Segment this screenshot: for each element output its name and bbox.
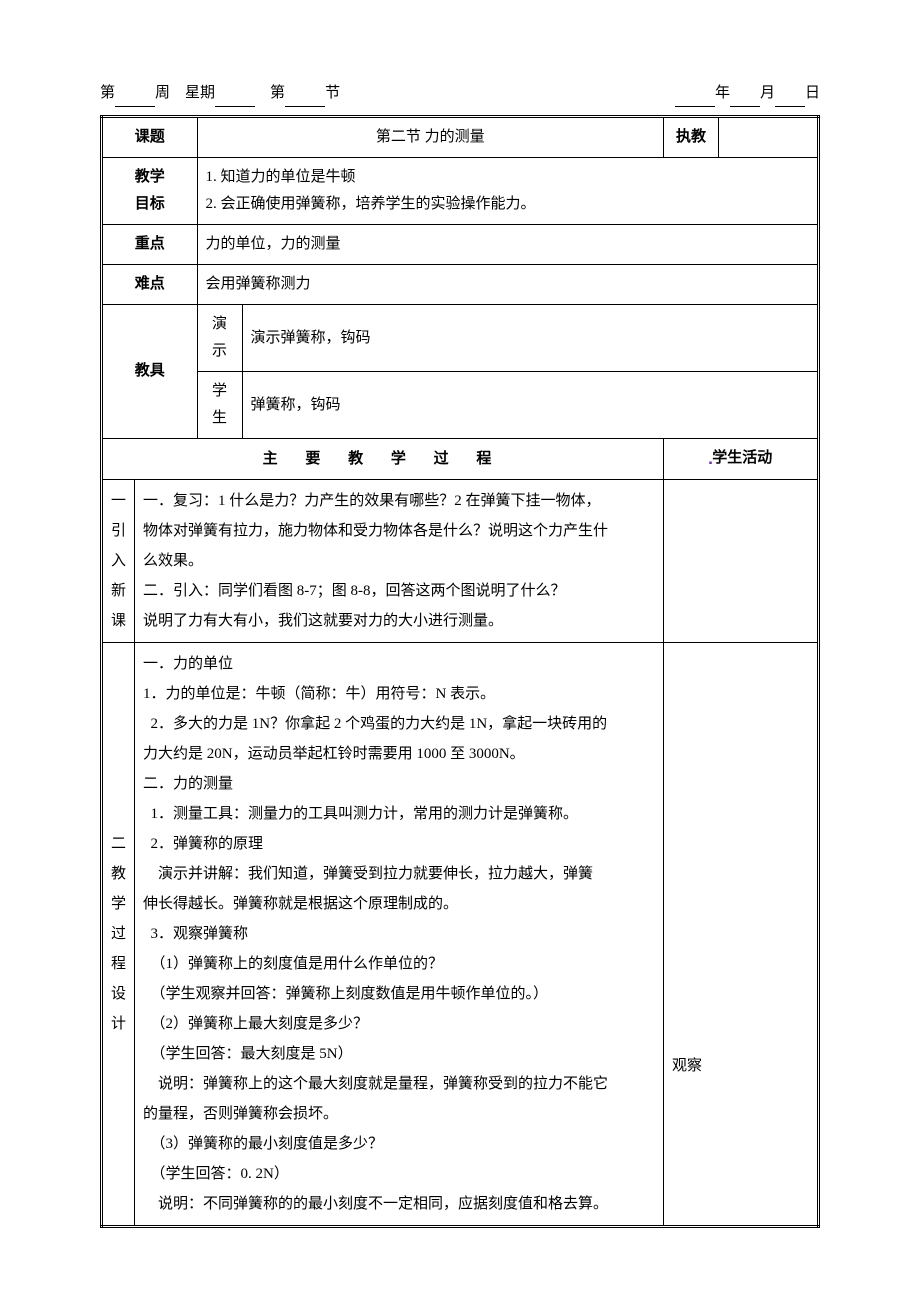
row-process-header: 主 要 教 学 过 程 ▪学生活动 bbox=[102, 439, 819, 480]
blank-weekday bbox=[215, 89, 255, 107]
text: 过 bbox=[111, 919, 126, 949]
text: 第 bbox=[100, 85, 115, 101]
row-intro: 一 引 入 新 课 一．复习：1 什么是力？力产生的效果有哪些？2 在弹簧下挂一… bbox=[102, 480, 819, 643]
goals-content: 1. 知道力的单位是牛顿 2. 会正确使用弹簧称，培养学生的实验操作能力。 bbox=[197, 158, 818, 225]
header-line: 第 周 星期 第 节 年 月 日 bbox=[100, 80, 820, 107]
text: 力大约是 20N，运动员举起杠铃时需要用 1000 至 3000N。 bbox=[143, 739, 655, 769]
row-keypoint: 重点 力的单位，力的测量 bbox=[102, 225, 819, 265]
text: 说明：弹簧称上的这个最大刻度就是量程，弹簧称受到的拉力不能它 bbox=[143, 1069, 655, 1099]
blank-month bbox=[730, 89, 760, 107]
process-content: 一．力的单位 1．力的单位是：牛顿（简称：牛）用符号：N 表示。 2．多大的力是… bbox=[135, 643, 664, 1227]
text: 节 bbox=[325, 85, 340, 101]
text: 二．力的测量 bbox=[143, 769, 655, 799]
text: 物体对弹簧有拉力，施力物体和受力物体各是什么？说明这个力产生什 bbox=[143, 516, 655, 546]
text: 2．弹簧称的原理 bbox=[143, 829, 655, 859]
text: 一．力的单位 bbox=[143, 649, 655, 679]
text: 月 bbox=[760, 85, 775, 101]
text: 设 bbox=[111, 979, 126, 1009]
topic-value: 第二节 力的测量 bbox=[197, 117, 663, 158]
text: 演示并讲解：我们知道，弹簧受到拉力就要伸长，拉力越大，弹簧 bbox=[143, 859, 655, 889]
text: 计 bbox=[111, 1009, 126, 1039]
label-tools: 教具 bbox=[102, 305, 198, 439]
tools-demo-value: 演示弹簧称，钩码 bbox=[242, 305, 818, 372]
row-tools-demo: 教具 演示 演示弹簧称，钩码 bbox=[102, 305, 819, 372]
text: （3）弹簧称的最小刻度值是多少？ bbox=[143, 1129, 655, 1159]
text: 学生活动 bbox=[712, 450, 772, 466]
keypoint-value: 力的单位，力的测量 bbox=[197, 225, 818, 265]
text: （学生回答：0. 2N） bbox=[143, 1159, 655, 1189]
text: 伸长得越长。弹簧称就是根据这个原理制成的。 bbox=[143, 889, 655, 919]
main-process-header: 主 要 教 学 过 程 bbox=[102, 439, 664, 480]
text: 说明了力有大有小，我们这就要对力的大小进行测量。 bbox=[143, 606, 655, 636]
label-instructor: 执教 bbox=[664, 117, 719, 158]
row-tools-student: 学生 弹簧称，钩码 bbox=[102, 372, 819, 439]
text: 年 bbox=[715, 85, 730, 101]
section1-label: 一 引 入 新 课 bbox=[102, 480, 135, 643]
text: （2）弹簧称上最大刻度是多少？ bbox=[143, 1009, 655, 1039]
row-goals: 教学 目标 1. 知道力的单位是牛顿 2. 会正确使用弹簧称，培养学生的实验操作… bbox=[102, 158, 819, 225]
text: 二．引入：同学们看图 8-7；图 8-8，回答这两个图说明了什么？ bbox=[143, 576, 655, 606]
text: 一 bbox=[111, 486, 126, 516]
activity-observe: 观察 bbox=[672, 788, 809, 1080]
text: 3．观察弹簧称 bbox=[143, 919, 655, 949]
goal-item: 1. 知道力的单位是牛顿 bbox=[206, 164, 809, 191]
blank-year bbox=[675, 89, 715, 107]
text: 目标 bbox=[111, 191, 189, 218]
label-demo: 演示 bbox=[197, 305, 242, 372]
header-right: 年月日 bbox=[675, 80, 820, 107]
text: 二 bbox=[111, 829, 126, 859]
section2-label: 二 教 学 过 程 设 计 bbox=[102, 643, 135, 1227]
text: 1．力的单位是：牛顿（简称：牛）用符号：N 表示。 bbox=[143, 679, 655, 709]
text: 学 bbox=[111, 889, 126, 919]
label-goals: 教学 目标 bbox=[102, 158, 198, 225]
text: 第 bbox=[270, 85, 285, 101]
text: 么效果。 bbox=[143, 546, 655, 576]
text: （1）弹簧称上的刻度值是用什么作单位的？ bbox=[143, 949, 655, 979]
label-difficulty: 难点 bbox=[102, 265, 198, 305]
tools-student-value: 弹簧称，钩码 bbox=[242, 372, 818, 439]
row-difficulty: 难点 会用弹簧称测力 bbox=[102, 265, 819, 305]
text: 教 bbox=[111, 859, 126, 889]
activity-header: ▪学生活动 bbox=[664, 439, 819, 480]
label-topic: 课题 bbox=[102, 117, 198, 158]
text: 1．测量工具：测量力的工具叫测力计，常用的测力计是弹簧称。 bbox=[143, 799, 655, 829]
row-topic: 课题 第二节 力的测量 执教 bbox=[102, 117, 819, 158]
intro-activity bbox=[664, 480, 819, 643]
goal-item: 2. 会正确使用弹簧称，培养学生的实验操作能力。 bbox=[206, 191, 809, 218]
text: 教学 bbox=[111, 164, 189, 191]
text: 的量程，否则弹簧称会损坏。 bbox=[143, 1099, 655, 1129]
text: 主 要 教 学 过 程 bbox=[263, 451, 504, 467]
row-process: 二 教 学 过 程 设 计 一．力的单位 1．力的单位是：牛顿（简称：牛）用符号… bbox=[102, 643, 819, 1227]
text: （学生观察并回答：弹簧称上刻度数值是用牛顿作单位的。） bbox=[143, 979, 655, 1009]
intro-content: 一．复习：1 什么是力？力产生的效果有哪些？2 在弹簧下挂一物体， 物体对弹簧有… bbox=[135, 480, 664, 643]
text: 日 bbox=[805, 85, 820, 101]
text: （学生回答：最大刻度是 5N） bbox=[143, 1039, 655, 1069]
process-activity: 观察 bbox=[664, 643, 819, 1227]
text: 入 bbox=[111, 546, 126, 576]
blank-day bbox=[775, 89, 805, 107]
instructor-value bbox=[719, 117, 819, 158]
text: 星期 bbox=[185, 85, 215, 101]
label-keypoint: 重点 bbox=[102, 225, 198, 265]
blank-week bbox=[115, 89, 155, 107]
text: 课 bbox=[111, 606, 126, 636]
label-student: 学生 bbox=[197, 372, 242, 439]
text: 周 bbox=[155, 85, 170, 101]
header-left: 第 周 星期 第 节 bbox=[100, 80, 340, 107]
text: 2．多大的力是 1N？你拿起 2 个鸡蛋的力大约是 1N，拿起一块砖用的 bbox=[143, 709, 655, 739]
text: 说明：不同弹簧称的的最小刻度不一定相同，应据刻度值和格去算。 bbox=[143, 1189, 655, 1219]
text: 引 bbox=[111, 516, 126, 546]
lesson-plan-table: 课题 第二节 力的测量 执教 教学 目标 1. 知道力的单位是牛顿 2. 会正确… bbox=[100, 115, 820, 1228]
text: 一．复习：1 什么是力？力产生的效果有哪些？2 在弹簧下挂一物体， bbox=[143, 486, 655, 516]
text: 新 bbox=[111, 576, 126, 606]
difficulty-value: 会用弹簧称测力 bbox=[197, 265, 818, 305]
text: 程 bbox=[111, 949, 126, 979]
blank-period bbox=[285, 89, 325, 107]
